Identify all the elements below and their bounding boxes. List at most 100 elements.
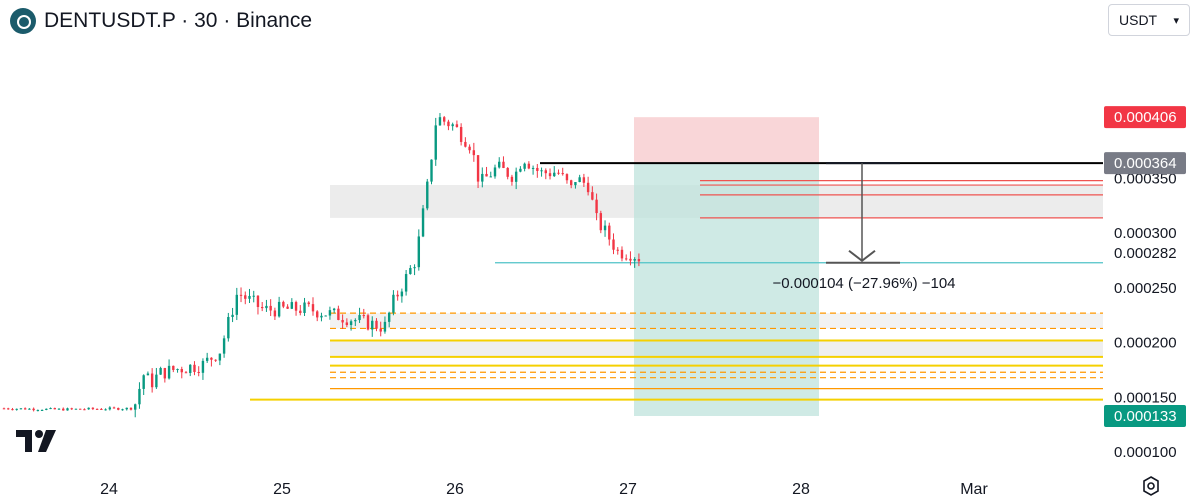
candle-body [193,364,196,372]
candle-body [366,315,370,330]
candle-body [574,182,577,186]
candle-body [586,182,590,193]
price-label-box [1104,106,1186,129]
candle-body [138,388,141,405]
candle-body [514,171,518,182]
candle-body [481,173,484,182]
candle-body [430,159,433,182]
candle-body [527,163,531,169]
price-label-box [1104,152,1186,175]
candle-body [163,368,167,379]
candle-body [451,124,454,127]
candle-body [434,125,437,160]
currency-select[interactable]: USDT ▾ [1108,4,1190,36]
candle-body [100,408,103,410]
candle-body [468,146,471,151]
candle-body [506,167,509,177]
candle-body [354,320,357,322]
candle-body [286,306,289,309]
candle-body [66,408,69,411]
candle-body [608,225,611,240]
x-tick-label: 24 [100,481,118,498]
candle-body [565,174,569,181]
x-tick-label: 28 [792,481,810,498]
candle-body [231,314,234,317]
candle-body [95,408,99,410]
candle-body [337,308,340,320]
candle-body [180,369,183,373]
stop-zone [634,117,819,164]
candle-body [426,181,429,209]
candle-body [307,302,310,305]
measure-arrow-head [848,249,876,263]
x-tick-label: 27 [619,481,637,498]
candle-body [371,320,374,330]
candle-body [561,173,564,175]
candle-body [476,155,480,182]
dent-logo-icon [10,8,36,34]
candle-body [455,124,459,127]
candle-body [498,161,501,168]
candle-body [544,170,547,174]
candle-body [625,258,628,260]
y-tick-label: 0.000200 [1114,335,1177,352]
candle-body [15,408,18,410]
candle-body [146,373,150,376]
candle-body [74,408,78,410]
candle-body [91,407,95,409]
candle-body [464,141,467,147]
candle-body [316,311,319,318]
candle-body [379,328,382,332]
candle-body [256,295,260,308]
candle-body [510,176,514,182]
y-tick-label: 0.000350 [1114,170,1177,187]
candle-body [45,408,48,410]
symbol-title: DENTUSDT.P · 30 · Binance [44,9,313,32]
candle-body [248,295,251,299]
symbol-header[interactable]: DENTUSDT.P · 30 · Binance [10,8,312,34]
y-tick-label: 0.000250 [1114,280,1177,297]
x-tick-label: 25 [273,481,291,498]
candle-body [294,302,298,311]
candle-body [40,409,44,411]
candle-body [125,407,128,410]
candle-body [235,294,239,315]
candle-body [184,372,188,374]
candle-body [57,408,61,410]
tradingview-logo-icon [16,430,56,452]
candle-body [612,239,615,250]
candle-body [49,408,52,410]
candle-body [320,315,323,318]
candle-body [269,305,272,311]
candle-body [421,208,425,237]
candle-body [362,315,365,317]
candle-body [290,302,294,309]
candle-body [112,407,116,409]
candle-body [637,259,641,262]
candle-body [265,305,268,309]
candle-body [78,408,82,410]
candle-body [214,359,217,361]
candle-body [536,167,539,171]
candle-body [387,312,391,322]
candle-body [616,249,619,251]
candle-body [404,274,408,292]
candle-body [438,117,442,126]
candle-body [108,407,112,410]
candle-body [134,404,137,410]
settings-icon[interactable] [1141,476,1161,496]
price-label-text: 0.000133 [1114,408,1177,425]
candle-body [633,259,636,261]
y-tick-label: 0.000100 [1114,444,1177,461]
candle-body [578,177,581,183]
candle-body [23,408,27,410]
candle-body [519,168,522,172]
candle-body [2,408,6,410]
candle-body [53,408,56,410]
candle-body [62,408,65,411]
candle-body [569,180,573,186]
y-tick-label: 0.000300 [1114,225,1177,242]
candle-body [227,316,230,339]
candle-body [121,409,124,411]
